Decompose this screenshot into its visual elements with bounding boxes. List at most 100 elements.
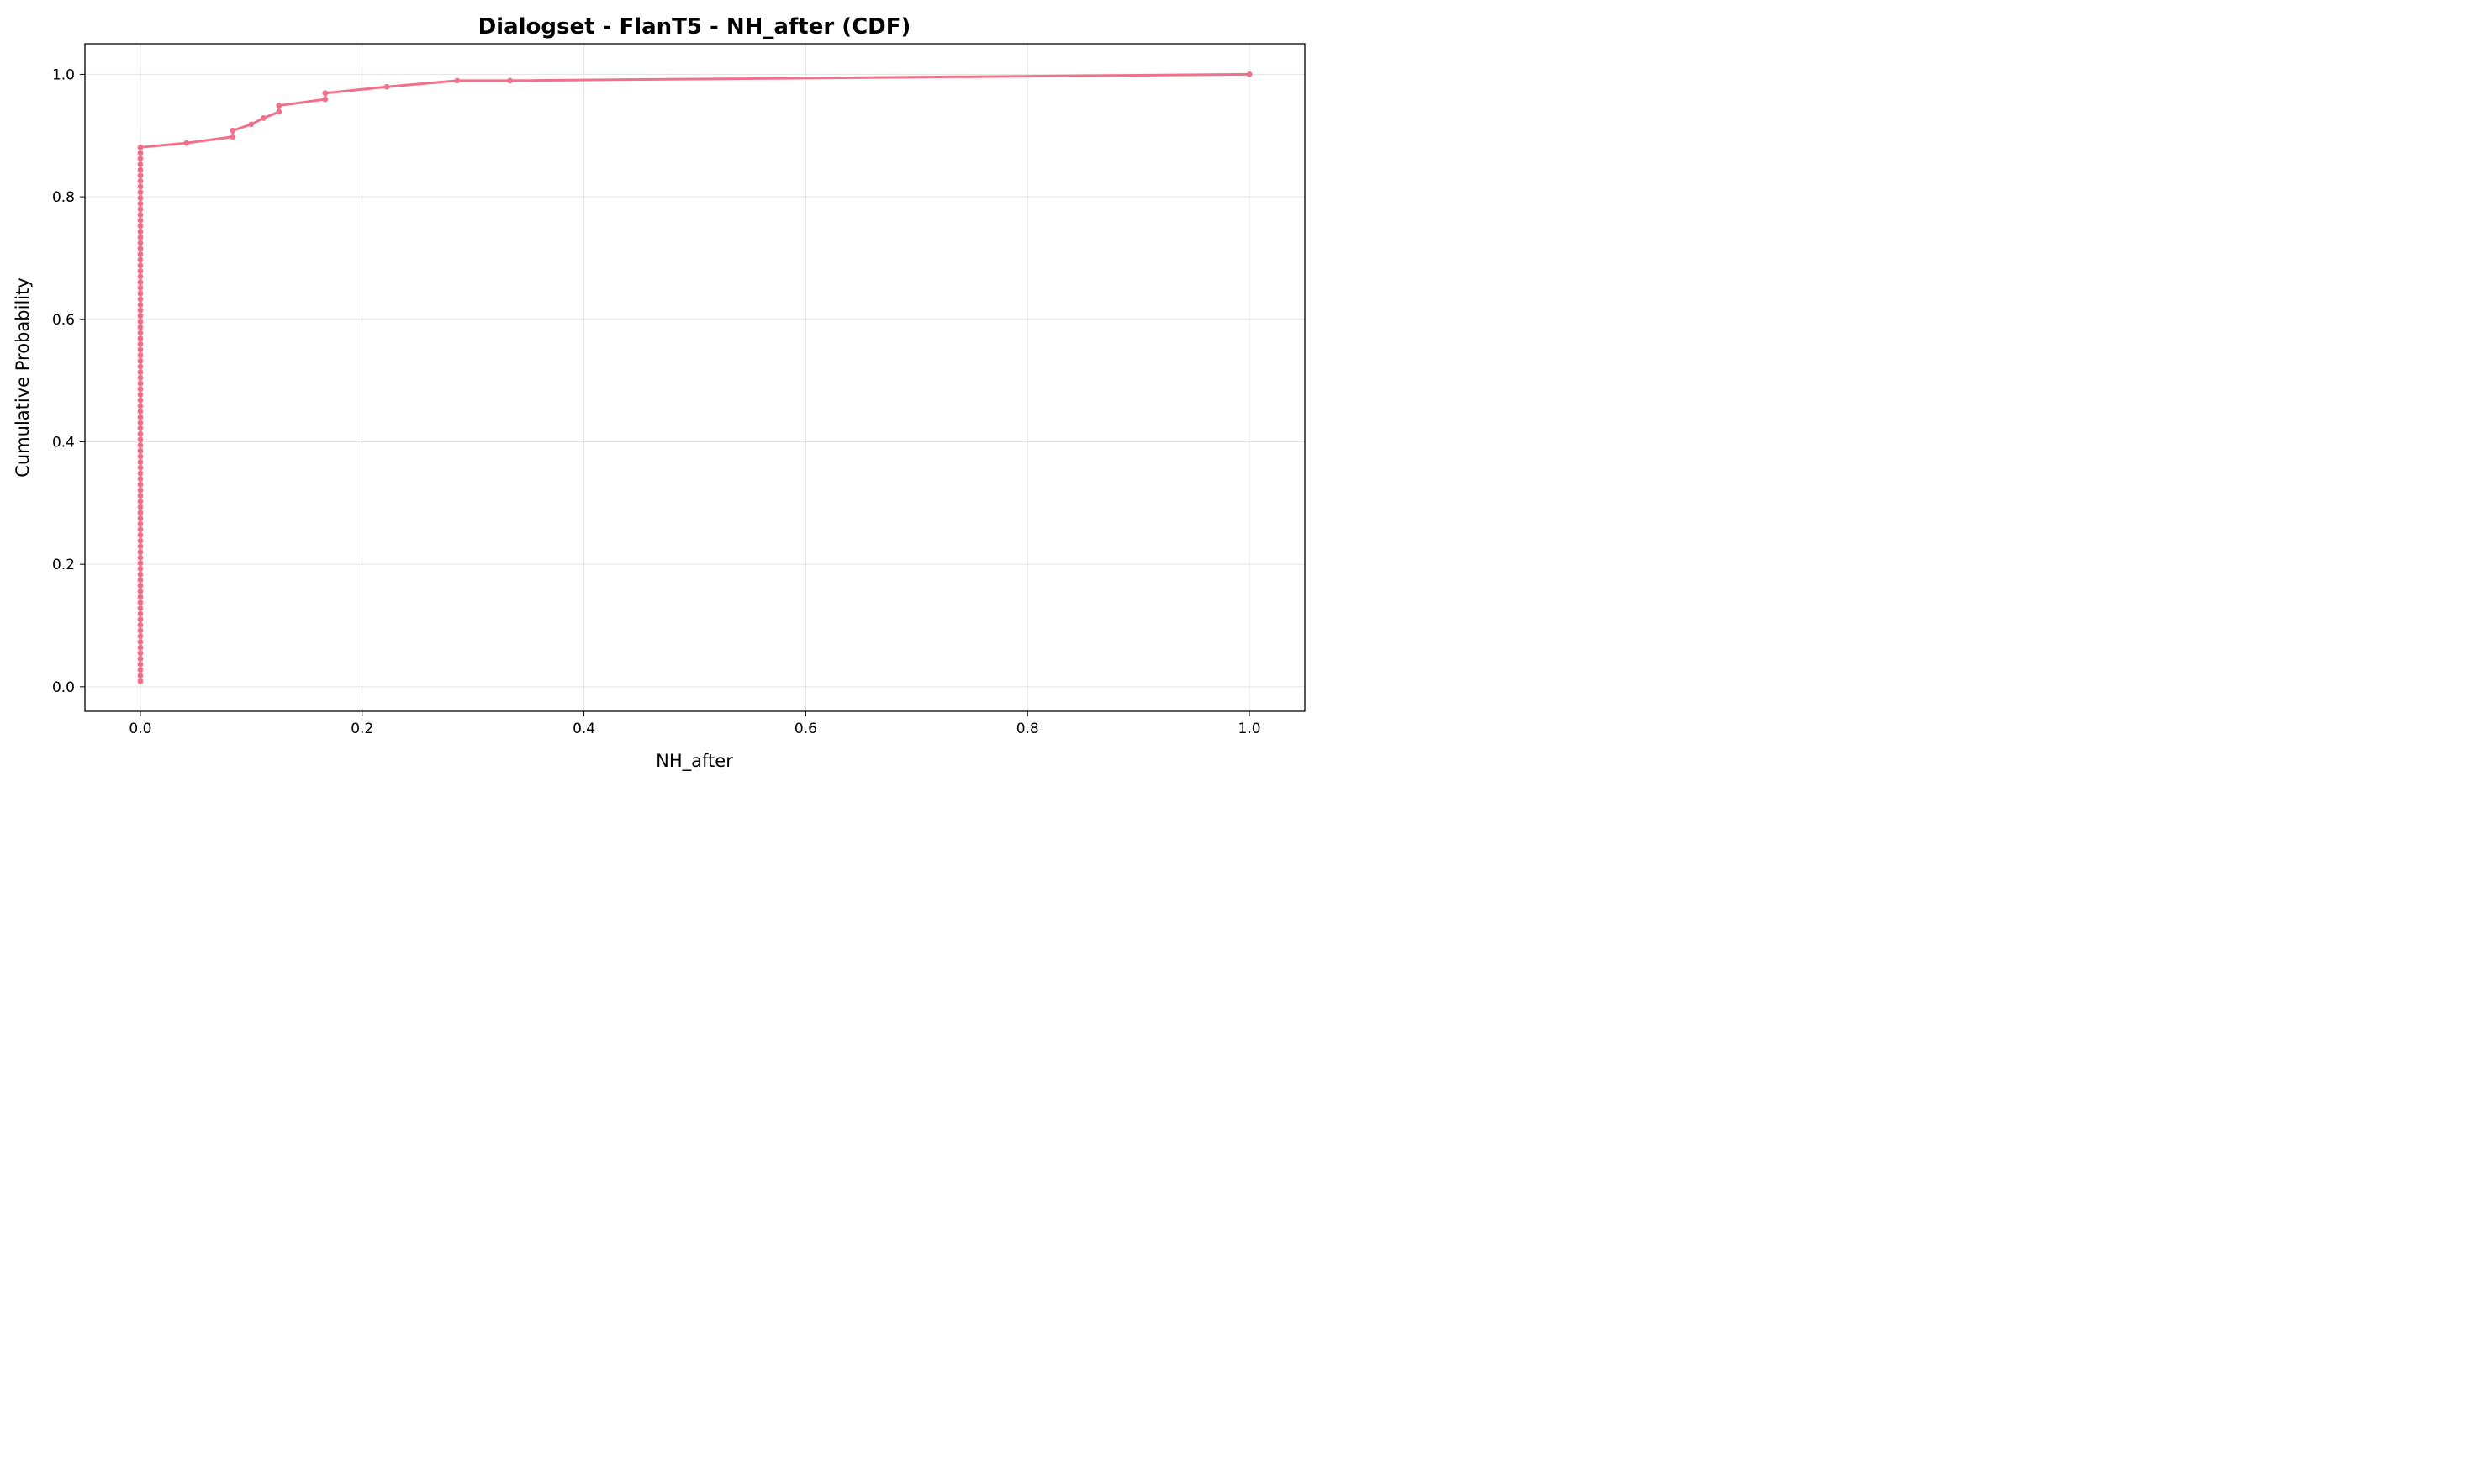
cdf-point (137, 217, 144, 224)
cdf-point (248, 121, 255, 128)
cdf-point (137, 459, 144, 465)
y-tick-label: 0.2 (52, 557, 75, 573)
cdf-point (137, 330, 144, 336)
cdf-point (183, 140, 190, 146)
cdf-point (137, 195, 144, 201)
y-tick-label: 0.8 (52, 189, 75, 206)
cdf-point (137, 346, 144, 353)
y-tick-label: 1.0 (52, 66, 75, 83)
cdf-point (137, 240, 144, 246)
cdf-point (137, 284, 144, 291)
cdf-point (230, 127, 236, 134)
cdf-line (139, 72, 1250, 682)
cdf-point (137, 560, 144, 567)
x-tick-label: 0.6 (795, 721, 817, 737)
x-tick-label: 0.8 (1016, 721, 1039, 737)
cdf-point (137, 212, 144, 218)
cdf-point (137, 549, 144, 555)
cdf-point (137, 341, 144, 347)
cdf-point (137, 656, 144, 662)
cdf-point (137, 678, 144, 684)
cdf-point (137, 150, 144, 156)
cdf-point (137, 229, 144, 235)
cdf-point (137, 296, 144, 303)
cdf-point (137, 464, 144, 471)
cdf-point (383, 83, 390, 90)
cdf-point (137, 627, 144, 634)
cdf-point (137, 267, 144, 274)
cdf-point (137, 588, 144, 594)
cdf-point (137, 391, 144, 398)
cdf-point (137, 335, 144, 341)
cdf-point (137, 189, 144, 196)
cdf-point (137, 352, 144, 358)
cdf-point (137, 667, 144, 673)
cdf-point (137, 234, 144, 240)
axis-ticks: 0.0 0.2 0.4 0.6 0.8 1.0 0.0 0.2 0.4 0.6 0.8 1.0 (52, 66, 1261, 737)
cdf-point (137, 409, 144, 415)
cdf-point (137, 319, 144, 325)
cdf-point (137, 673, 144, 679)
cdf-point (137, 223, 144, 230)
y-tick-label: 0.4 (52, 434, 75, 451)
cdf-point (137, 183, 144, 190)
cdf-point (137, 397, 144, 404)
chart-root: Dialogset - FlanT5 - NH_after (CDF) 0.0 0… (0, 0, 1318, 784)
cdf-point (137, 577, 144, 584)
cdf-point (137, 532, 144, 538)
cdf-point (137, 644, 144, 651)
cdf-point (137, 594, 144, 600)
cdf-point (322, 96, 329, 103)
cdf-point (137, 251, 144, 257)
cdf-point (137, 520, 144, 527)
cdf-point (137, 273, 144, 280)
cdf-point (137, 200, 144, 207)
cdf-point (137, 436, 144, 443)
cdf-point (137, 537, 144, 544)
cdf-point (137, 324, 144, 330)
cdf-point (137, 554, 144, 561)
cdf-point (137, 357, 144, 364)
cdf-point (137, 616, 144, 623)
cdf-point (137, 610, 144, 617)
cdf-point (137, 161, 144, 167)
cdf-chart: Dialogset - FlanT5 - NH_after (CDF) 0.0 0… (13, 14, 1306, 772)
cdf-point (137, 504, 144, 510)
cdf-point (137, 374, 144, 381)
x-tick-label: 0.0 (129, 721, 151, 737)
cdf-point (137, 510, 144, 516)
plot-frame (84, 43, 1306, 712)
cdf-point (137, 430, 144, 437)
cdf-point (137, 246, 144, 251)
grid (85, 44, 1305, 711)
cdf-point (137, 583, 144, 589)
cdf-point (454, 77, 461, 84)
cdf-point (276, 103, 282, 108)
cdf-point (137, 566, 144, 572)
cdf-point (137, 481, 144, 488)
cdf-point (137, 256, 144, 263)
cdf-point (137, 515, 144, 521)
x-tick-label: 1.0 (1238, 721, 1261, 737)
cdf-point (137, 453, 144, 460)
cdf-point (137, 498, 144, 504)
cdf-point (137, 307, 144, 314)
cdf-point (137, 633, 144, 640)
cdf-point (137, 380, 144, 387)
cdf-point (1246, 71, 1253, 77)
y-tick-label: 0.6 (52, 312, 75, 329)
cdf-point (137, 369, 144, 376)
cdf-point (137, 178, 144, 184)
cdf-point (261, 115, 267, 121)
y-axis-label: Cumulative Probability (13, 277, 33, 478)
cdf-point (137, 420, 144, 426)
cdf-point (137, 206, 144, 213)
chart-title: Dialogset - FlanT5 - NH_after (CDF) (478, 14, 911, 40)
cdf-point (276, 108, 282, 115)
cdf-point (137, 493, 144, 499)
cdf-point (137, 639, 144, 645)
cdf-point (137, 166, 144, 173)
cdf-point (137, 302, 144, 308)
cdf-point (230, 134, 236, 140)
cdf-point (137, 172, 144, 179)
